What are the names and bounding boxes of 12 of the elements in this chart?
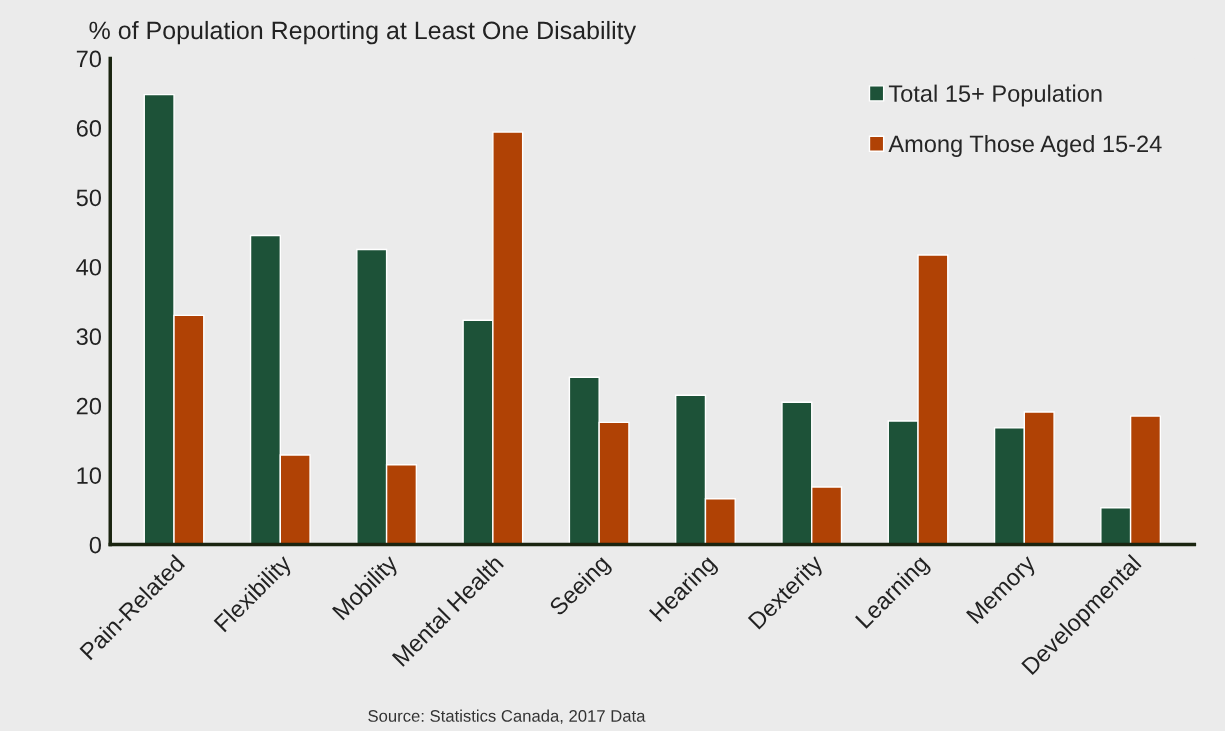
y-tick-label: 40 — [76, 258, 101, 276]
y-tick-label: 10 — [77, 467, 101, 484]
y-tick-label: 50 — [76, 189, 101, 207]
y-tick-label: 20 — [76, 397, 101, 415]
y-tick-label: 70 — [76, 50, 101, 68]
source-note: Source: Statistics Canada, 2017 Data — [368, 709, 646, 724]
y-tick-label: 0 — [89, 536, 101, 554]
legend-label: Among Those Aged 15-24 — [888, 134, 1162, 157]
chart-title: % of Population Reporting at Least One Disability — [89, 20, 637, 45]
y-tick-label: 30 — [76, 328, 101, 346]
legend-label: Total 15+ Population — [888, 84, 1102, 107]
y-tick-label: 60 — [76, 119, 101, 137]
